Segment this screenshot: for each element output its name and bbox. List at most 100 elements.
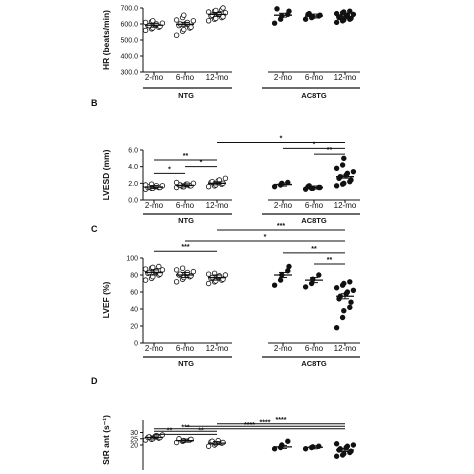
data-point <box>339 314 346 321</box>
y-tick-label: 60 <box>130 290 138 297</box>
data-point <box>333 441 340 447</box>
data-point <box>341 451 347 457</box>
data-point <box>316 272 322 278</box>
data-point <box>142 277 149 283</box>
y-tick-label: 25 <box>130 436 138 443</box>
data-point <box>333 165 340 172</box>
data-point <box>190 268 197 275</box>
data-point <box>317 12 323 18</box>
sig-label: **** <box>276 417 287 424</box>
y-axis-label: LVESD (mm) <box>101 149 111 200</box>
data-point <box>350 168 357 175</box>
x-tick-label: 12-mo <box>206 201 229 210</box>
x-tick-label: 2-mo <box>274 73 293 82</box>
data-point <box>341 280 347 287</box>
x-tick-label: 2-mo <box>274 201 293 210</box>
data-point <box>181 12 187 18</box>
group-label: AC8TG <box>301 216 327 225</box>
data-point <box>333 285 340 291</box>
y-tick-label: 4.0 <box>128 164 138 171</box>
sig-label: * <box>168 166 171 173</box>
data-point <box>341 9 347 15</box>
group-label: NTG <box>178 91 194 100</box>
x-tick-label: 6-mo <box>305 201 324 210</box>
data-point <box>190 18 197 24</box>
data-point <box>277 277 284 283</box>
data-point <box>333 10 340 17</box>
sig-label: **** <box>244 422 255 429</box>
x-tick-label: 6-mo <box>305 73 324 82</box>
y-tick-label: 100 <box>126 256 138 263</box>
data-point <box>344 289 351 295</box>
x-tick-label: 2-mo <box>145 201 164 210</box>
data-point <box>333 19 340 26</box>
data-point <box>173 267 180 273</box>
data-point <box>205 443 212 449</box>
x-tick-label: 12-mo <box>334 201 357 210</box>
panel-label: C <box>91 224 98 234</box>
x-tick-label: 12-mo <box>206 344 229 353</box>
y-tick-label: 20 <box>130 443 138 450</box>
sig-label: ** <box>327 257 333 264</box>
data-point <box>341 180 347 187</box>
x-tick-label: 6-mo <box>305 344 324 353</box>
data-point <box>173 279 180 285</box>
panel-C: C 0 20 40 60 80 100 LVEF (%) 2-mo 6-mo 12-mo 2-mo 6-… <box>91 223 360 368</box>
sig-label: *** <box>181 424 189 431</box>
y-axis-label: LVEF (%) <box>101 282 111 319</box>
data-point <box>348 177 354 183</box>
data-point <box>181 26 187 33</box>
x-tick-label: 6-mo <box>176 201 195 210</box>
y-tick-label: 700.0 <box>120 6 138 13</box>
sig-label: ** <box>311 246 317 253</box>
y-tick-label: 20 <box>130 324 138 331</box>
data-point <box>302 16 309 22</box>
sig-label: *** <box>181 244 189 251</box>
group-label: AC8TG <box>301 359 327 368</box>
sig-label: ** <box>183 153 189 160</box>
y-tick-label: 80 <box>130 273 138 280</box>
data-point <box>347 8 353 14</box>
y-tick-label: 0.0 <box>128 198 138 205</box>
x-tick-label: 12-mo <box>334 73 357 82</box>
data-point <box>205 9 212 15</box>
data-point <box>156 263 162 270</box>
sig-label: * <box>264 234 267 241</box>
data-point <box>188 24 194 30</box>
data-point <box>271 282 278 288</box>
x-tick-label: 12-mo <box>334 344 357 353</box>
y-tick-label: 2.0 <box>128 181 138 188</box>
data-point <box>222 272 229 278</box>
data-point <box>271 20 278 26</box>
y-tick-label: 0 <box>134 341 138 348</box>
data-point <box>274 6 280 12</box>
panel-B: B 0.0 2.0 4.0 6.0 LVESD (mm) 2-mo 6-mo 12-mo 2-mo… <box>91 98 360 225</box>
x-tick-label: 6-mo <box>176 344 195 353</box>
data-point <box>220 5 226 11</box>
y-axis-label: HR (beats/min) <box>101 10 111 70</box>
data-point <box>150 274 156 280</box>
y-tick-label: 6.0 <box>128 148 138 155</box>
y-tick-label: 600.0 <box>120 22 138 29</box>
data-point <box>205 271 212 277</box>
data-point <box>348 299 354 305</box>
data-point <box>173 17 180 23</box>
y-tick-label: 400.0 <box>120 54 138 61</box>
data-point <box>159 432 166 438</box>
data-point <box>333 183 340 189</box>
group-label: NTG <box>178 359 194 368</box>
x-tick-label: 12-mo <box>206 73 229 82</box>
sig-label: *** <box>277 223 285 230</box>
y-tick-label: 500.0 <box>120 38 138 45</box>
data-point <box>173 179 180 186</box>
data-point <box>205 18 212 24</box>
data-point <box>286 8 292 14</box>
data-point <box>333 453 340 459</box>
data-point <box>222 175 229 182</box>
data-point <box>173 32 180 38</box>
y-tick-label: 30 <box>130 430 138 437</box>
data-point <box>302 284 309 290</box>
data-point <box>344 443 351 449</box>
sig-label: * <box>280 136 283 143</box>
data-point <box>205 183 212 190</box>
